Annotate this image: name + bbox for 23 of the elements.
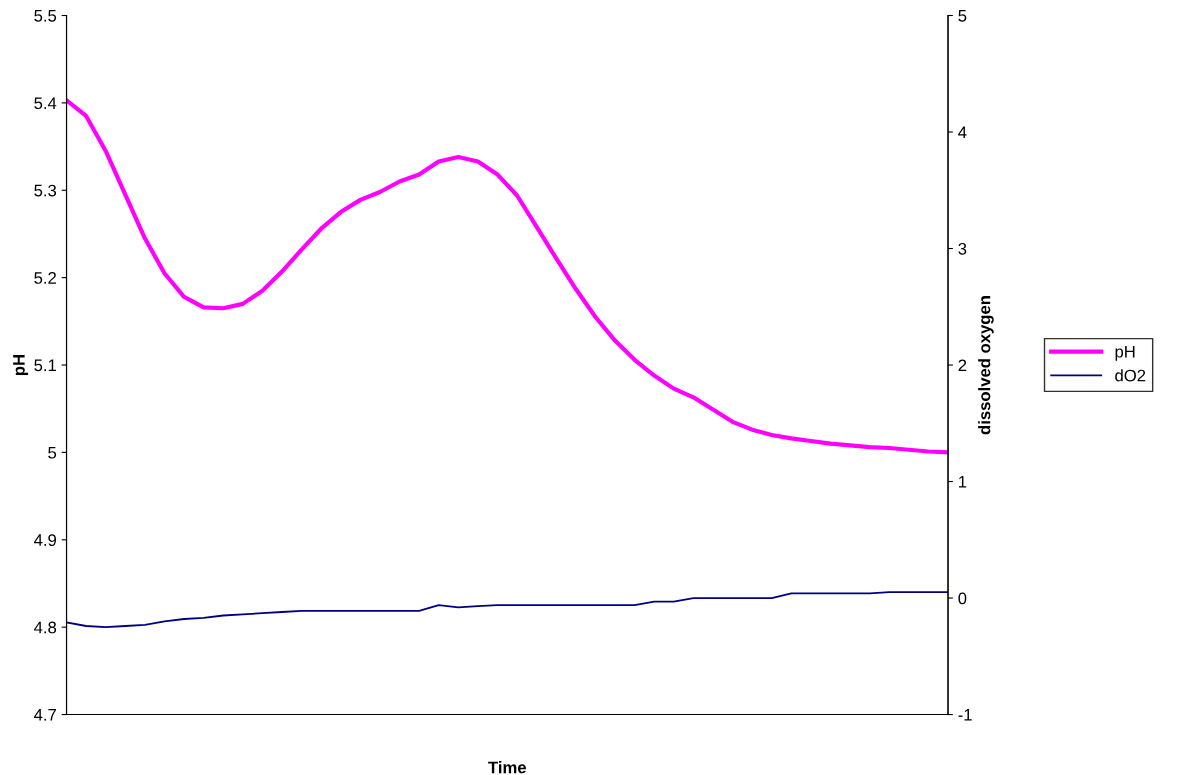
y-tick-label: 5.1 [34, 359, 56, 372]
y-tick-label: 4.9 [34, 534, 57, 546]
x-axis-title: Time [488, 761, 527, 774]
y-tick-label: 5 [48, 446, 57, 459]
y2-tick-label: -1 [958, 709, 972, 721]
y2-axis-title: dissolved oxygen [978, 296, 994, 435]
legend-label: dO2 [1115, 369, 1146, 382]
y-tick-label: 5.3 [34, 184, 57, 197]
line-series [66, 98, 949, 455]
y2-tick-label: 4 [958, 126, 967, 139]
y2-tick-label: 1 [959, 476, 967, 488]
y-tick-label: 4.8 [34, 621, 57, 634]
y2-tick-label: 3 [958, 242, 967, 255]
y2-tick-label: 5 [958, 10, 967, 22]
y-tick-label: 5.4 [34, 97, 57, 110]
line-series [66, 591, 949, 629]
y-tick-label: 4.7 [34, 709, 56, 721]
y2-tick-label: 2 [958, 359, 967, 372]
y-axis-title: pH [13, 355, 29, 376]
y2-tick-label: 0 [958, 592, 967, 605]
y-tick-label: 5.5 [34, 10, 57, 22]
legend-label: pH [1115, 345, 1135, 361]
y-tick-label: 5.2 [34, 272, 56, 284]
